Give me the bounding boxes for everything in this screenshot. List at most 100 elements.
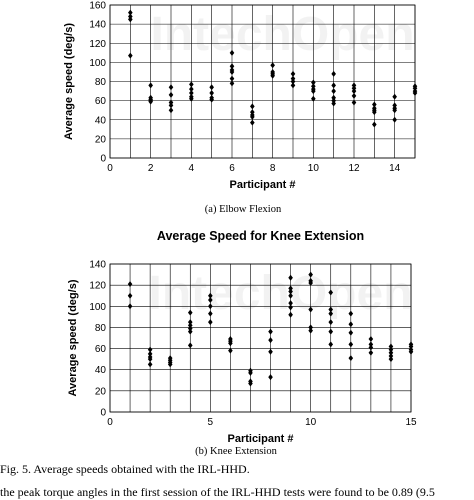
data-point [209,84,214,91]
y-tick-label: 120 [89,39,106,50]
data-point [328,341,334,348]
elbow-flexion-chart: IntechOpen 0 20 40 60 80 100 120 140 160 0 2 4 6 8 10 12… [63,1,418,215]
data-point [328,289,334,296]
watermark: IntechOpen [150,8,414,61]
data-point [368,336,374,343]
plot-frame [109,263,412,413]
data-point [351,88,357,95]
plot-frame [109,4,416,159]
y-tick-label: 100 [89,302,106,313]
data-point [408,343,414,350]
y-tick-label: 20 [95,134,107,145]
data-point [270,72,275,79]
data-point [348,355,354,362]
data-point [290,82,296,89]
data-point [372,101,377,108]
data-point [128,16,133,23]
data-point [392,116,397,123]
data-point [147,356,153,363]
data-point [270,62,275,69]
y-tick-label: 60 [95,344,107,355]
data-point [147,346,153,353]
x-tick-label: 4 [189,163,195,174]
data-point [331,70,336,77]
y-tick-label: 60 [95,96,107,107]
data-point [187,342,193,349]
data-point [311,88,316,95]
x-tick-label: 6 [229,163,235,174]
data-point [187,322,193,329]
data-point [351,99,357,106]
y-tick-label: 40 [95,115,107,126]
data-point [328,306,334,313]
x-tick-label: 2 [148,163,154,174]
x-tick-label: 15 [405,417,417,428]
data-point [127,281,133,288]
data-point [148,98,153,105]
data-point [248,380,253,387]
data-point [268,337,273,344]
y-tick-label: 140 [89,20,106,31]
data-point [311,79,316,86]
data-point [348,321,354,328]
data-point [268,348,273,355]
data-point [189,86,194,93]
data-point [168,107,174,114]
data-point [208,319,213,326]
data-point [167,361,173,368]
data-point [308,280,313,287]
data-point [288,304,293,311]
data-point [388,346,394,353]
data-point [288,288,293,295]
data-point [388,356,394,363]
data-point [229,80,235,87]
data-point [288,300,293,307]
figure-caption: Fig. 5. Average speeds obtained with the… [0,462,250,476]
data-point [308,271,313,278]
data-point [228,340,233,347]
y-tick-label: 120 [89,281,106,292]
data-point [147,350,153,357]
subfigure-caption: (b) Knee Extension [195,446,277,457]
data-point [331,82,336,89]
data-point [372,121,377,128]
data-point [290,78,296,85]
subfigure-caption: (a) Elbow Flexion [205,204,282,215]
y-tick-label: 100 [89,58,106,69]
data-point [168,84,174,91]
knee-extension-chart: IntechOpen Average Speed for Knee Extensi… [67,229,417,457]
chart-title: Average Speed for Knee Extension [157,229,364,243]
x-tick-label: 5 [208,417,214,428]
data-point [250,119,255,126]
data-point [392,107,397,114]
data-point [388,349,394,356]
data-point [209,89,214,96]
data-point [348,329,354,336]
data-point [187,319,193,326]
data-point [229,49,235,56]
data-point [187,328,193,335]
data-point [412,89,418,96]
data-point [268,328,273,335]
data-point [288,285,293,292]
y-tick-label: 0 [100,408,106,419]
data-point [250,103,255,110]
data-point [228,347,233,354]
data-point [127,303,133,310]
data-point [189,95,194,102]
data-point [311,95,316,102]
data-point [229,68,235,75]
x-tick-label: 10 [305,417,317,428]
data-point [368,349,374,356]
watermark: IntechOpen [148,267,412,320]
data-point [290,70,296,77]
data-point [328,310,334,317]
y-tick-label: 80 [95,323,107,334]
data-point [328,319,334,326]
data-point [209,96,214,103]
data-point [288,274,293,281]
data-point [368,344,374,351]
y-tick-label: 40 [95,365,107,376]
x-tick-label: 8 [270,163,276,174]
